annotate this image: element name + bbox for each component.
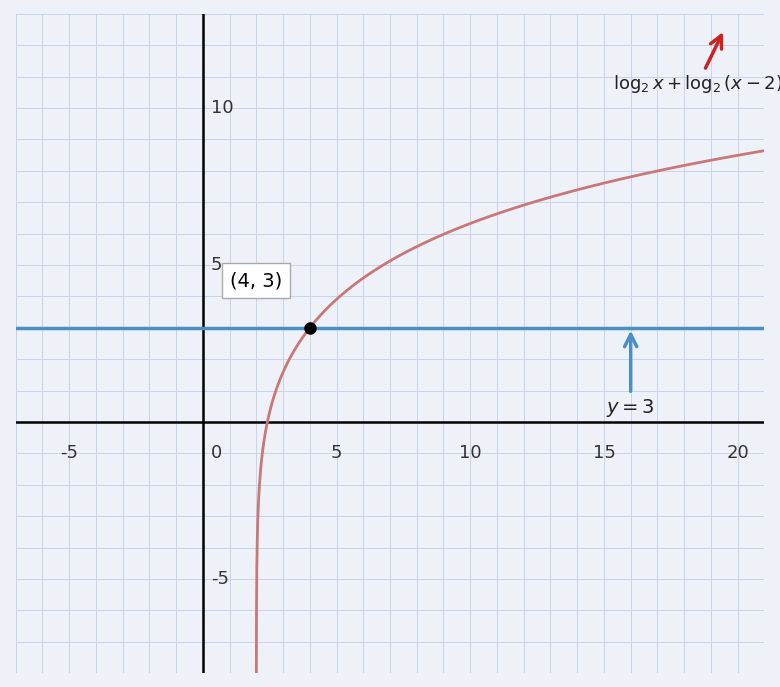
Text: 10: 10 <box>211 99 233 117</box>
Text: 0: 0 <box>211 444 222 462</box>
Text: 5: 5 <box>211 256 222 274</box>
Text: 10: 10 <box>459 444 481 462</box>
Text: $y = 3$: $y = 3$ <box>606 335 655 419</box>
Text: 15: 15 <box>593 444 615 462</box>
Text: 5: 5 <box>331 444 342 462</box>
Text: -5: -5 <box>60 444 78 462</box>
Text: 20: 20 <box>726 444 749 462</box>
Text: -5: -5 <box>211 570 229 588</box>
Text: $\log_2 x + \log_2 (x - 2)$: $\log_2 x + \log_2 (x - 2)$ <box>613 36 780 95</box>
Text: (4, 3): (4, 3) <box>230 271 282 290</box>
